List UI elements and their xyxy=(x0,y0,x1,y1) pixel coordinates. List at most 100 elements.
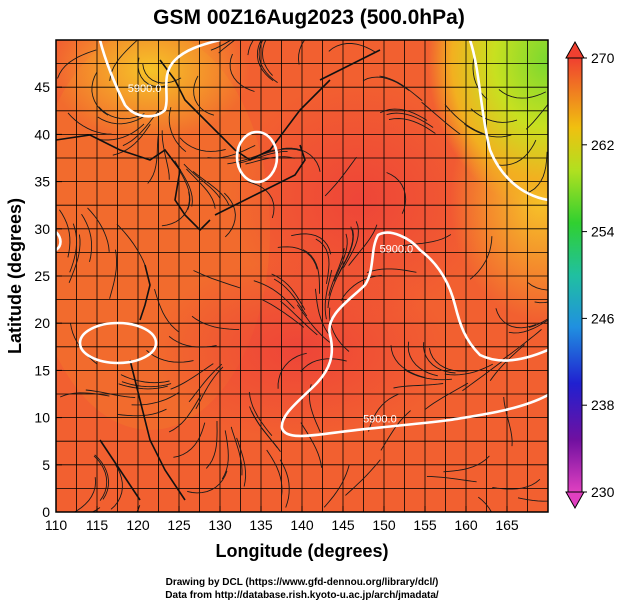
streamline xyxy=(403,368,452,381)
streamline xyxy=(173,422,206,458)
y-tick-label: 45 xyxy=(34,79,50,95)
streamline xyxy=(97,115,146,125)
streamline xyxy=(298,40,306,65)
streamline xyxy=(386,172,407,214)
streamline xyxy=(161,130,170,180)
streamline xyxy=(517,497,548,502)
streamline xyxy=(388,118,436,134)
x-tick-label: 150 xyxy=(372,517,396,533)
streamline xyxy=(191,315,240,331)
streamline xyxy=(525,151,548,194)
streamline xyxy=(329,307,350,352)
streamline xyxy=(393,383,444,389)
streamline xyxy=(147,135,159,184)
streamline xyxy=(496,139,537,166)
x-tick-label: 135 xyxy=(249,517,273,533)
x-tick-label: 160 xyxy=(454,517,478,533)
streamline xyxy=(131,392,180,406)
streamline xyxy=(188,363,223,403)
streamline xyxy=(218,40,236,54)
streamline xyxy=(478,496,492,512)
streamline xyxy=(93,455,108,501)
streamline xyxy=(426,475,477,483)
colorbar-tick-label: 262 xyxy=(591,137,615,153)
x-tick-label: 130 xyxy=(208,517,232,533)
streamline xyxy=(112,123,151,156)
colorbar-gradient xyxy=(567,57,583,493)
streamline xyxy=(534,301,548,304)
streamline xyxy=(340,275,382,301)
x-tick-label: 165 xyxy=(495,517,519,533)
streamline xyxy=(146,350,194,363)
streamline xyxy=(60,392,110,398)
streamline xyxy=(421,101,461,135)
streamline xyxy=(109,249,117,299)
streamline xyxy=(168,336,217,348)
streamline xyxy=(170,363,214,390)
streamline xyxy=(407,341,438,377)
colorbar-tick-label: 238 xyxy=(591,397,615,413)
streamline xyxy=(122,110,159,147)
colorbar-bottom-arrow xyxy=(565,491,585,510)
colorbar-tick-label: 246 xyxy=(591,310,615,326)
streamline xyxy=(186,168,216,209)
streamline xyxy=(345,459,381,496)
streamline xyxy=(279,459,290,508)
plot-area: 5900.0 5900.0 5900.0 xyxy=(56,40,548,512)
streamline xyxy=(168,394,202,433)
credit-line-2: Data from http://database.rish.kyoto-u.a… xyxy=(165,590,439,601)
colorbar-tick-label: 230 xyxy=(591,484,615,500)
streamline xyxy=(423,342,456,374)
streamline xyxy=(386,112,434,128)
y-axis: 0 5 10 15 20 25 30 35 40 45 xyxy=(34,79,62,520)
colorbar: 230 238 246 254 262 270 xyxy=(565,40,615,510)
y-tick-label: 40 xyxy=(34,126,50,142)
contour-5900 xyxy=(56,40,548,438)
x-tick-label: 120 xyxy=(126,517,150,533)
streamline xyxy=(98,123,145,141)
streamline xyxy=(266,449,283,497)
cool-region-ne xyxy=(428,40,548,210)
x-tick-label: 125 xyxy=(167,517,191,533)
x-axis-title: Longitude (degrees) xyxy=(215,541,388,561)
y-tick-label: 10 xyxy=(34,410,50,426)
streamline xyxy=(444,363,494,376)
streamline xyxy=(137,57,168,88)
streamline xyxy=(59,209,71,258)
streamline xyxy=(98,106,145,120)
streamline xyxy=(192,171,230,206)
streamline xyxy=(67,112,112,135)
streamline xyxy=(57,49,97,79)
streamline xyxy=(248,181,275,219)
streamline xyxy=(69,223,78,273)
streamline xyxy=(323,464,350,508)
streamline xyxy=(300,358,347,372)
streamline xyxy=(492,478,541,490)
y-tick-label: 30 xyxy=(34,221,50,237)
streamline xyxy=(87,207,110,252)
streamline xyxy=(315,238,330,284)
streamline xyxy=(528,318,548,328)
streamline xyxy=(328,43,376,53)
streamline xyxy=(183,163,221,199)
streamline xyxy=(258,40,278,83)
x-tick-label: 115 xyxy=(86,517,109,533)
contour-label: 5900.0 xyxy=(363,413,397,425)
streamline xyxy=(300,422,323,468)
streamline xyxy=(390,345,425,378)
yellow-region-nw xyxy=(56,40,250,140)
streamline xyxy=(277,352,307,389)
streamline xyxy=(379,75,423,102)
streamline xyxy=(368,393,399,432)
streamline xyxy=(501,329,542,361)
streamline xyxy=(324,156,357,197)
streamline xyxy=(168,107,187,153)
colorbar-top-arrow xyxy=(565,40,585,59)
contour-label: 5900.0 xyxy=(128,83,162,95)
streamline xyxy=(249,406,278,449)
y-tick-label: 35 xyxy=(34,174,50,190)
hot-region-south xyxy=(150,260,450,440)
streamline xyxy=(308,384,321,433)
streamline xyxy=(362,76,410,91)
streamline xyxy=(142,63,182,84)
